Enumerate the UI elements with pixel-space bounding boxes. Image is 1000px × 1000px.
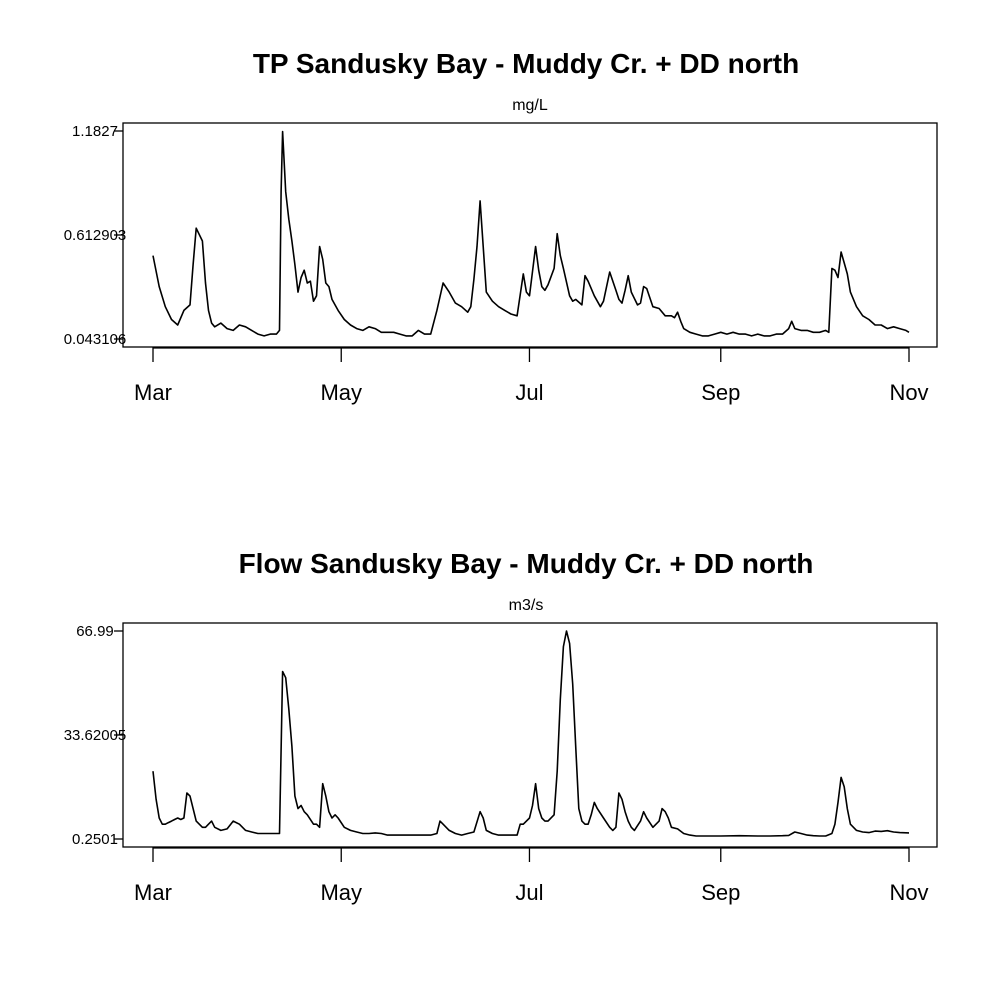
tp-x-tick-label: Mar <box>134 380 172 405</box>
tp-y-axis: 1.1827 0.612903 0.043106 <box>64 123 127 348</box>
tp-series <box>152 130 910 337</box>
tp-y-tick-label: 0.043106 <box>64 331 127 348</box>
flow-chart-title: Flow Sandusky Bay - Muddy Cr. + DD north <box>239 548 814 579</box>
flow-series <box>152 630 910 837</box>
flow-y-axis: 66.99 33.62005 0.2501 <box>64 623 127 848</box>
tp-x-tick-label: Nov <box>889 380 928 405</box>
flow-x-tick-label: Jul <box>515 880 543 905</box>
flow-y-tick-label: 33.62005 <box>64 727 127 744</box>
tp-x-axis: Mar May Jul Sep Nov <box>134 347 929 405</box>
flow-x-tick-label: May <box>320 880 362 905</box>
tp-chart-subtitle: mg/L <box>512 97 548 114</box>
flow-x-axis: Mar May Jul Sep Nov <box>134 847 929 905</box>
flow-chart: Flow Sandusky Bay - Muddy Cr. + DD north… <box>64 548 938 905</box>
tp-chart: TP Sandusky Bay - Muddy Cr. + DD north m… <box>64 48 938 405</box>
flow-y-tick-label: 0.2501 <box>72 831 118 848</box>
tp-x-tick-label: Jul <box>515 380 543 405</box>
flow-x-tick-label: Nov <box>889 880 928 905</box>
tp-chart-title: TP Sandusky Bay - Muddy Cr. + DD north <box>253 48 799 79</box>
tp-x-tick-label: Sep <box>701 380 740 405</box>
tp-x-tick-label: May <box>320 380 362 405</box>
flow-x-tick-label: Mar <box>134 880 172 905</box>
flow-y-tick-label: 66.99 <box>76 623 114 640</box>
flow-series-line <box>152 630 910 837</box>
tp-series-line <box>152 130 910 337</box>
tp-y-tick-label: 1.1827 <box>72 123 118 140</box>
flow-chart-subtitle: m3/s <box>509 597 544 614</box>
tp-y-tick-label: 0.612903 <box>64 227 127 244</box>
flow-x-tick-label: Sep <box>701 880 740 905</box>
